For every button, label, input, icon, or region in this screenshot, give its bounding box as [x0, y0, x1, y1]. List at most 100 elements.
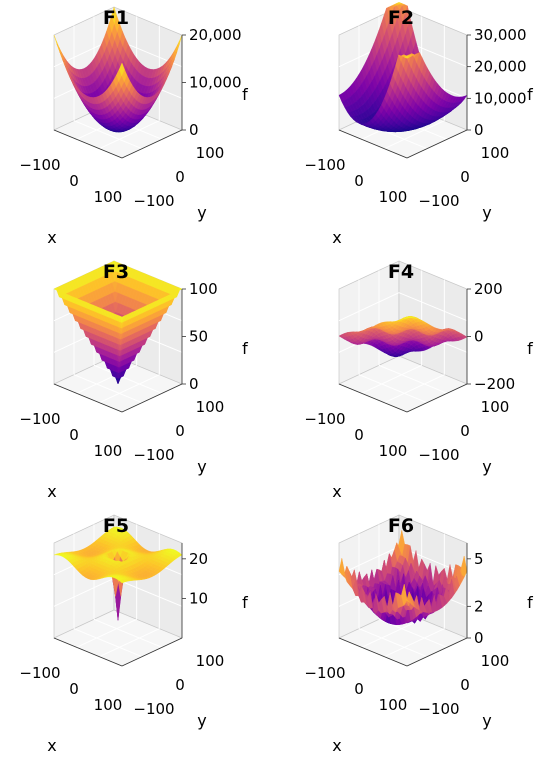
z-axis-label: f: [527, 593, 533, 612]
panel-title: F3: [103, 261, 129, 283]
z-axis-label: f: [242, 85, 248, 104]
x-tick-label: 100: [94, 442, 123, 460]
z-tick-label: 10: [189, 589, 208, 607]
z-axis-label: f: [527, 339, 533, 358]
z-axis-label: f: [527, 85, 533, 104]
grid-line: [384, 120, 445, 150]
x-axis-line: [53, 129, 123, 159]
z-tick-label: 5: [474, 550, 484, 568]
grid-line: [73, 374, 143, 404]
x-tick-label: 0: [69, 426, 79, 444]
z-tick-label: 10,000: [474, 89, 527, 107]
y-axis-line: [121, 129, 183, 159]
y-tick-label: 0: [460, 168, 470, 186]
z-axis-label: f: [242, 593, 248, 612]
grid-line: [99, 120, 160, 150]
z-tick-label: 0: [474, 629, 484, 647]
x-tick-label: 100: [379, 696, 408, 714]
grid-line: [93, 364, 163, 394]
y-tick-label: 100: [481, 144, 510, 162]
grid-line: [361, 364, 422, 394]
x-axis-label: x: [47, 228, 56, 247]
surface-facet: [118, 315, 125, 324]
x-tick-label: 0: [354, 426, 364, 444]
surface: [338, 530, 468, 625]
y-axis-label: y: [482, 203, 491, 222]
grid-line: [338, 546, 400, 576]
panel-title: F6: [388, 515, 414, 537]
x-axis-label: x: [47, 736, 56, 755]
z-tick-label: 0: [474, 121, 484, 139]
surface: [53, 6, 183, 133]
grid-line: [113, 577, 183, 607]
panel-title: F5: [103, 515, 129, 537]
x-axis-line: [53, 383, 123, 413]
y-tick-label: 100: [481, 652, 510, 670]
panel-title: F4: [388, 261, 414, 283]
y-axis-line: [406, 383, 468, 413]
z-tick-label: 30,000: [474, 26, 527, 44]
x-axis-label: x: [47, 482, 56, 501]
x-tick-label: −100: [304, 664, 345, 682]
surface-facet: [404, 583, 410, 603]
y-tick-label: 100: [196, 144, 225, 162]
z-tick-label: 100: [189, 280, 218, 298]
surface: [53, 260, 183, 385]
surface: [53, 526, 183, 621]
x-tick-label: 0: [69, 172, 79, 190]
x-axis-line: [338, 637, 408, 667]
z-tick-label: 20: [189, 550, 208, 568]
x-axis-label: x: [332, 736, 341, 755]
x-tick-label: 100: [379, 442, 408, 460]
y-axis-label: y: [197, 711, 206, 730]
z-tick-label: 20,000: [474, 58, 527, 76]
x-axis-line: [338, 383, 408, 413]
y-axis-line: [406, 129, 468, 159]
y-tick-label: −100: [133, 446, 174, 464]
z-tick-label: 20,000: [189, 26, 242, 44]
x-tick-label: 0: [69, 680, 79, 698]
grid-line: [378, 364, 448, 394]
y-tick-label: 100: [196, 652, 225, 670]
x-axis-line: [53, 637, 123, 667]
y-tick-label: 0: [175, 422, 185, 440]
panel-title: F1: [103, 7, 129, 29]
y-tick-label: −100: [418, 700, 459, 718]
y-axis-label: y: [197, 457, 206, 476]
x-tick-label: −100: [19, 410, 60, 428]
x-tick-label: 0: [354, 680, 364, 698]
x-tick-label: −100: [304, 410, 345, 428]
grid-line: [358, 374, 428, 404]
y-tick-label: 0: [175, 168, 185, 186]
x-tick-label: 100: [94, 696, 123, 714]
y-tick-label: −100: [133, 700, 174, 718]
grid-line: [361, 618, 422, 648]
grid-line: [384, 628, 445, 658]
grid-line: [99, 374, 160, 404]
grid-line: [53, 577, 115, 607]
y-axis-line: [121, 637, 183, 667]
surface-facet: [404, 317, 410, 320]
x-tick-label: 0: [354, 172, 364, 190]
z-tick-label: 50: [189, 328, 208, 346]
x-tick-label: 100: [379, 188, 408, 206]
x-tick-label: −100: [19, 664, 60, 682]
z-tick-label: 2: [474, 597, 484, 615]
grid-line: [378, 618, 448, 648]
y-axis-label: y: [197, 203, 206, 222]
grid-line: [338, 292, 400, 322]
x-tick-label: −100: [19, 156, 60, 174]
z-tick-label: 0: [474, 328, 484, 346]
y-axis-label: y: [482, 711, 491, 730]
grid-line: [76, 364, 137, 394]
y-tick-label: −100: [418, 192, 459, 210]
surface: [338, 316, 468, 357]
grid-line: [76, 618, 137, 648]
y-tick-label: −100: [133, 192, 174, 210]
